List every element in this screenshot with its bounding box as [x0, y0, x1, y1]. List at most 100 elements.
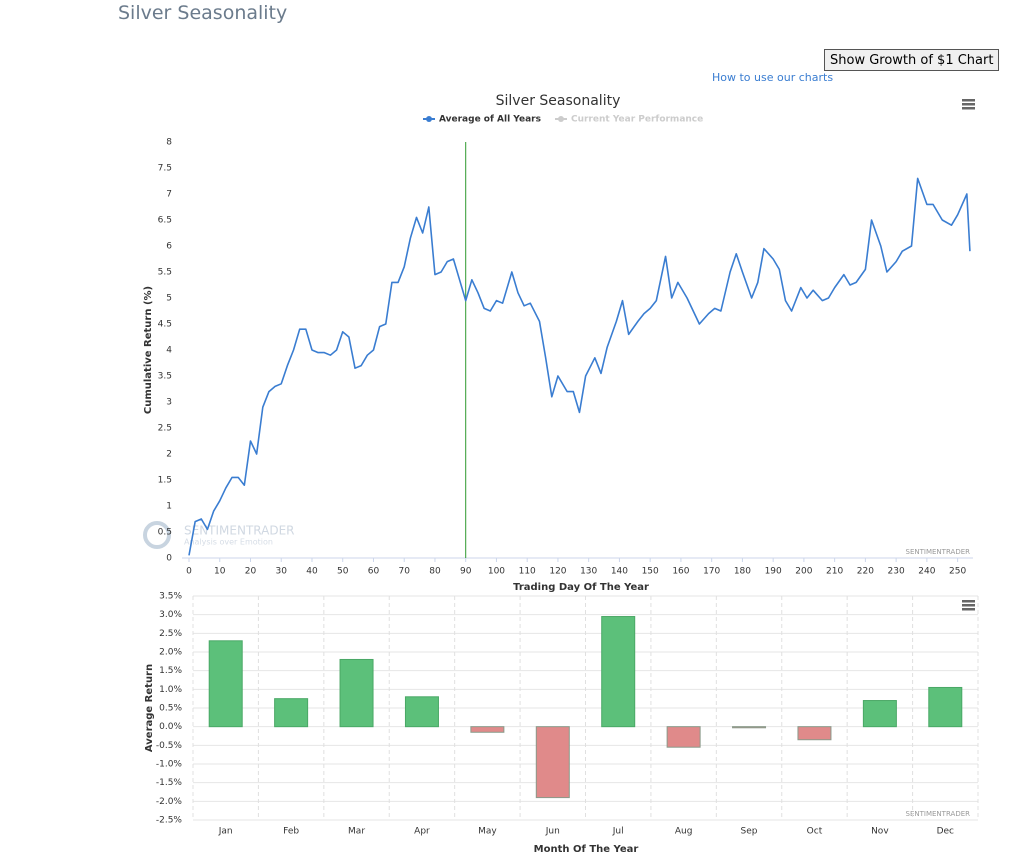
x-tick-label: Aug	[675, 827, 693, 837]
bar	[339, 658, 374, 728]
x-tick-label: 210	[826, 567, 843, 577]
x-tick-label: 190	[765, 567, 782, 577]
x-tick-label: 100	[488, 567, 505, 577]
credit: SENTIMENTRADER	[906, 810, 971, 818]
y-tick-label: 7.5	[158, 164, 172, 174]
y-tick-label: 6.5	[158, 216, 172, 226]
y-tick-label: 4	[166, 346, 172, 356]
y-tick-label: 2.0%	[159, 648, 182, 658]
y-tick-label: 1.5%	[159, 666, 182, 676]
y-tick-label: 0.5	[158, 528, 172, 538]
y-tick-label: 1	[166, 502, 172, 512]
y-tick-label: 4.5	[158, 320, 172, 330]
menu-icon[interactable]	[962, 600, 975, 611]
credit: SENTIMENTRADER	[906, 548, 971, 556]
x-tick-label: 240	[918, 567, 935, 577]
page-title: Silver Seasonality	[118, 2, 288, 24]
x-tick-label: Jan	[218, 827, 233, 837]
x-tick-label: Jul	[612, 827, 624, 837]
y-tick-label: 1.5	[158, 476, 172, 486]
y-tick-label: 7	[166, 190, 172, 200]
x-tick-label: 20	[245, 567, 257, 577]
y-tick-label: 0.5%	[159, 704, 182, 714]
help-link[interactable]: How to use our charts	[712, 71, 834, 84]
x-axis-title: Month Of The Year	[534, 844, 639, 855]
y-tick-label: -2.5%	[156, 816, 183, 826]
watermark-tagline: Analysis over Emotion	[184, 538, 273, 547]
bar	[470, 726, 505, 733]
x-tick-label: Feb	[283, 827, 299, 837]
legend-label[interactable]: Average of All Years	[439, 115, 541, 125]
y-tick-label: 3.0%	[159, 610, 182, 620]
bar	[274, 698, 309, 728]
y-tick-label: 2.5	[158, 424, 172, 434]
y-tick-label: -2.0%	[156, 797, 183, 807]
x-tick-label: 90	[460, 567, 472, 577]
watermark: SENTIMENTRADER	[184, 524, 295, 538]
y-tick-label: 3.5	[158, 372, 172, 382]
x-tick-label: 200	[795, 567, 812, 577]
y-tick-label: -1.0%	[156, 760, 183, 770]
x-tick-label: 0	[186, 567, 192, 577]
x-tick-label: 60	[368, 567, 380, 577]
y-tick-label: 2	[166, 450, 172, 460]
x-tick-label: Apr	[414, 827, 430, 837]
y-tick-label: 6	[166, 242, 172, 252]
x-tick-label: May	[478, 827, 497, 837]
x-tick-label: 130	[580, 567, 597, 577]
x-tick-label: 50	[337, 567, 349, 577]
x-tick-label: 170	[703, 567, 720, 577]
y-tick-label: 0.0%	[159, 722, 182, 732]
x-tick-label: 10	[214, 567, 226, 577]
legend-label[interactable]: Current Year Performance	[571, 115, 703, 125]
x-tick-label: 110	[519, 567, 536, 577]
y-tick-label: 3	[166, 398, 172, 408]
x-tick-label: 180	[734, 567, 751, 577]
y-tick-label: -1.5%	[156, 778, 183, 788]
x-tick-label: 230	[888, 567, 905, 577]
x-tick-label: Dec	[937, 827, 954, 837]
bar	[535, 726, 570, 799]
bar	[797, 726, 832, 741]
x-tick-label: 40	[306, 567, 318, 577]
y-tick-label: 1.0%	[159, 685, 182, 695]
y-axis-title: Cumulative Return (%)	[143, 286, 154, 414]
x-tick-label: 160	[672, 567, 689, 577]
y-tick-label: 3.5%	[159, 592, 182, 602]
y-tick-label: 0	[166, 554, 172, 564]
bar	[601, 616, 636, 728]
y-axis-title: Average Return	[144, 664, 155, 752]
x-tick-label: Nov	[871, 827, 889, 837]
legend-marker	[426, 116, 432, 122]
x-axis-title: Trading Day Of The Year	[513, 582, 649, 593]
bar	[404, 696, 439, 728]
chart-title: Silver Seasonality	[496, 93, 621, 109]
y-tick-label: 5	[166, 294, 172, 304]
bar	[732, 726, 767, 729]
x-tick-label: 150	[642, 567, 659, 577]
x-tick-label: Sep	[741, 827, 758, 837]
y-tick-label: -0.5%	[156, 741, 183, 751]
bar	[862, 700, 897, 728]
x-tick-label: 250	[949, 567, 966, 577]
x-tick-label: 220	[857, 567, 874, 577]
x-tick-label: 140	[611, 567, 628, 577]
menu-icon[interactable]	[962, 99, 975, 110]
x-tick-label: Oct	[807, 827, 823, 837]
watermark-logo	[143, 521, 171, 549]
x-tick-label: Mar	[348, 827, 365, 837]
y-tick-label: 8	[166, 138, 172, 148]
bar	[208, 640, 243, 728]
x-tick-label: 70	[398, 567, 410, 577]
legend-marker	[557, 116, 564, 122]
growth-button[interactable]: Show Growth of $1 Chart	[824, 49, 1000, 71]
data-line	[188, 177, 971, 556]
x-tick-label: 30	[276, 567, 288, 577]
y-tick-label: 5.5	[158, 268, 172, 278]
x-tick-label: 120	[549, 567, 566, 577]
bar	[928, 686, 963, 728]
y-tick-label: 2.5%	[159, 629, 182, 639]
bar	[666, 726, 701, 748]
